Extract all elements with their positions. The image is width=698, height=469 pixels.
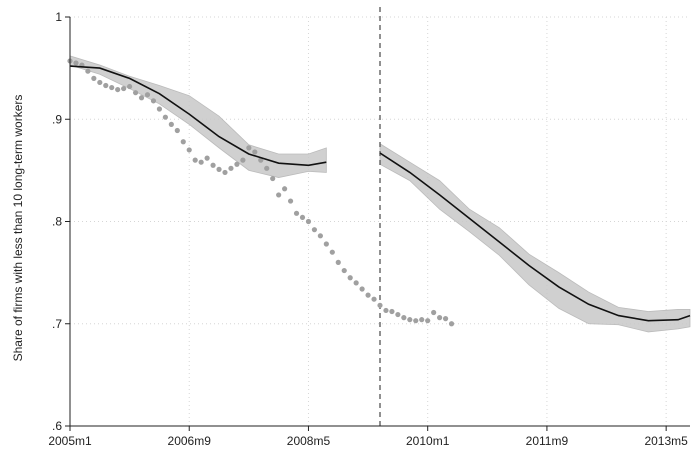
binned-mean-point (317, 233, 323, 239)
binned-mean-point (115, 86, 121, 93)
binned-mean-point (437, 315, 443, 321)
binned-mean-point (353, 280, 359, 286)
binned-mean-point (168, 121, 174, 127)
binned-mean-point (186, 147, 192, 153)
binned-mean-point (407, 317, 413, 323)
confidence-band (69, 55, 327, 178)
x-tick-label: 2005m1 (48, 434, 92, 448)
binned-mean-point (299, 214, 306, 221)
binned-mean-point (282, 186, 288, 192)
y-tick-label: .8 (52, 215, 62, 229)
binned-mean-point (228, 165, 234, 171)
binned-mean-point (127, 83, 133, 90)
binned-mean-point (377, 302, 383, 308)
binned-mean-point (246, 145, 252, 151)
binned-mean-point (85, 68, 91, 74)
binned-mean-point (192, 157, 198, 163)
binned-mean-point (329, 249, 335, 255)
binned-mean-point (419, 317, 425, 323)
binned-mean-points (67, 58, 455, 327)
binned-mean-point (240, 157, 246, 163)
binned-mean-point (198, 159, 204, 165)
binned-mean-point (174, 127, 180, 134)
binned-mean-point (264, 165, 270, 171)
binned-mean-point (156, 106, 163, 112)
binned-mean-point (311, 227, 318, 233)
binned-mean-point (276, 192, 282, 198)
y-tick-label: .7 (52, 317, 62, 331)
binned-mean-point (389, 308, 395, 315)
binned-mean-point (335, 259, 341, 265)
binned-mean-point (442, 316, 449, 322)
binned-mean-point (395, 311, 401, 318)
binned-mean-point (365, 292, 371, 298)
binned-mean-point (425, 318, 431, 324)
binned-mean-point (431, 309, 437, 316)
binned-mean-point (401, 315, 407, 321)
fitted-lines (69, 65, 691, 322)
binned-mean-point (413, 318, 419, 324)
x-tick-label: 2008m5 (287, 434, 331, 448)
fitted-line-post-cutoff (379, 152, 691, 322)
binned-mean-point (252, 149, 258, 155)
binned-mean-point (359, 286, 365, 292)
gridlines (70, 16, 690, 426)
axes: .6 .7 .8 .9 1 2005m1 2006m9 2008m5 2010m1 2011m9 2… (48, 10, 690, 448)
binned-mean-point (144, 92, 151, 98)
x-tick-label: 2006m9 (168, 434, 212, 448)
x-tick-label: 2011m9 (526, 434, 569, 448)
binned-mean-point (293, 210, 300, 216)
y-tick-label: .6 (52, 419, 62, 433)
binned-mean-point (371, 296, 377, 302)
binned-mean-point (341, 267, 347, 274)
binned-mean-point (216, 166, 222, 172)
y-tick-label: 1 (55, 10, 62, 24)
binned-mean-point (162, 114, 168, 120)
binned-mean-point (270, 175, 276, 182)
y-axis-label: Share of firms with less than 10 long-te… (11, 95, 25, 362)
binned-mean-point (73, 60, 79, 66)
binned-mean-point (138, 95, 145, 101)
y-tick-label: .9 (52, 112, 62, 126)
binned-mean-point (305, 218, 312, 225)
binned-mean-point (132, 90, 139, 96)
binned-mean-point (448, 321, 455, 327)
binned-mean-point (180, 139, 186, 145)
binned-mean-point (121, 85, 127, 92)
binned-mean-point (210, 162, 216, 168)
binned-mean-point (222, 169, 228, 176)
binned-mean-point (287, 198, 294, 204)
binned-mean-point (91, 75, 97, 81)
x-tick-label: 2013m5 (644, 434, 688, 448)
binned-mean-point (383, 307, 389, 314)
binned-mean-point (234, 161, 240, 167)
binned-mean-point (109, 84, 115, 91)
binned-mean-point (97, 79, 103, 86)
x-tick-label: 2010m1 (406, 434, 450, 448)
confidence-bands (69, 55, 691, 333)
binned-mean-point (103, 82, 109, 89)
binned-mean-point (323, 241, 329, 247)
confidence-band (379, 143, 691, 333)
binned-mean-point (150, 98, 157, 104)
binned-mean-point (347, 275, 353, 281)
binned-mean-point (204, 155, 210, 161)
fitted-line-pre-cutoff (69, 65, 327, 167)
